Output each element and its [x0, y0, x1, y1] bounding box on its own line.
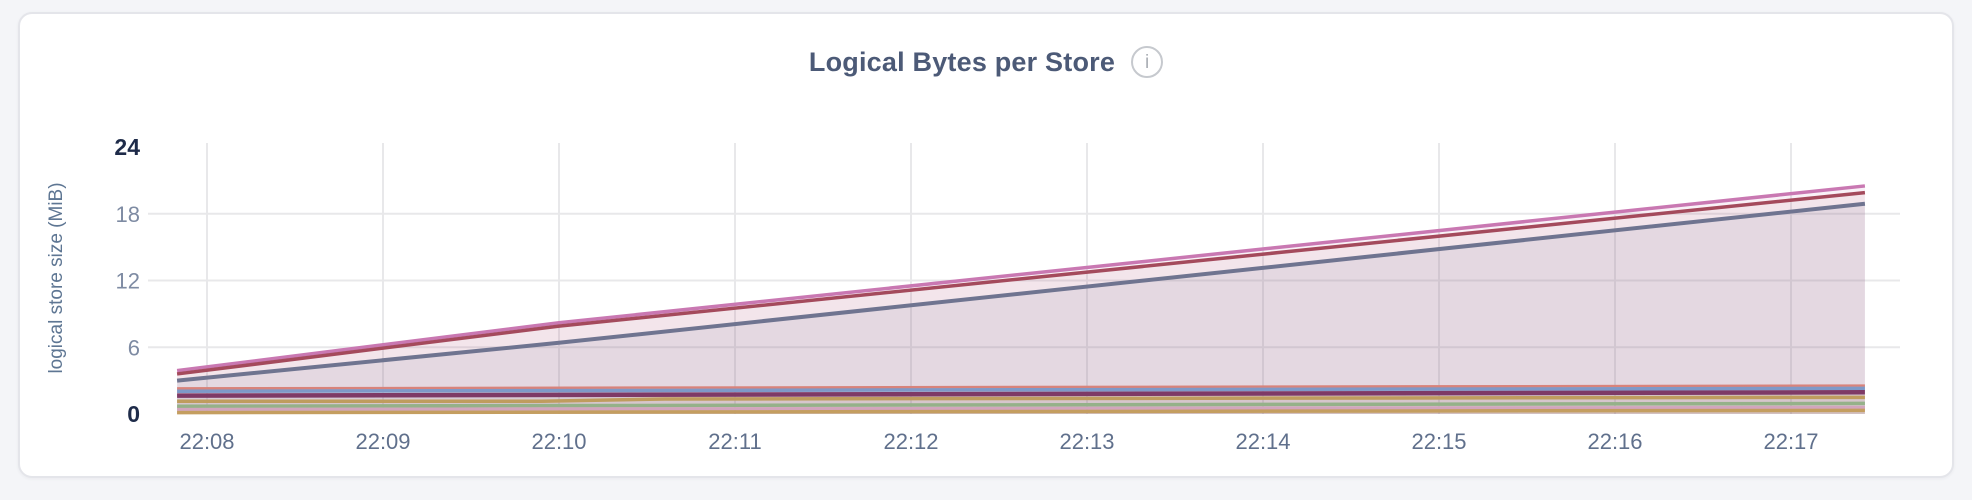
series-line-series-9 — [177, 405, 1865, 411]
x-tick-label: 22:12 — [883, 429, 938, 454]
y-tick-label: 18 — [116, 202, 140, 227]
x-tick-label: 22:09 — [355, 429, 410, 454]
y-tick-label: 6 — [128, 335, 140, 360]
info-icon[interactable]: i — [1131, 46, 1164, 78]
series-area-series-1 — [177, 185, 1865, 414]
x-tick-label: 22:14 — [1235, 429, 1290, 454]
series-area-series-3 — [177, 203, 1865, 414]
series-line-series-5 — [177, 386, 1865, 393]
y-axis-title: logical store size (MiB) — [46, 182, 67, 373]
series-line-series-7 — [177, 395, 1865, 403]
y-tick-label: 0 — [127, 401, 140, 427]
x-tick-label: 22:17 — [1763, 429, 1818, 454]
x-tick-label: 22:15 — [1411, 429, 1466, 454]
x-tick-label: 22:08 — [179, 429, 234, 454]
info-icon-glyph: i — [1144, 51, 1150, 73]
chart-title: Logical Bytes per Store — [808, 46, 1116, 77]
series-line-series-3 — [176, 201, 1866, 383]
x-tick-label: 22:16 — [1587, 429, 1642, 454]
series-line-series-4 — [177, 384, 1865, 390]
series-line-series-1 — [176, 184, 1866, 373]
x-tick-label: 22:11 — [708, 429, 761, 454]
series-line-series-2 — [176, 190, 1866, 376]
x-tick-label: 22:10 — [531, 429, 586, 454]
y-tick-label: 12 — [116, 269, 140, 294]
x-tick-label: 22:13 — [1059, 429, 1114, 454]
y-tick-label: 24 — [114, 134, 140, 160]
series-line-series-8 — [177, 401, 1865, 408]
series-line-series-6 — [177, 390, 1865, 398]
series-line-series-10 — [177, 408, 1865, 415]
chart-header: Logical Bytes per Store i — [20, 46, 1952, 78]
